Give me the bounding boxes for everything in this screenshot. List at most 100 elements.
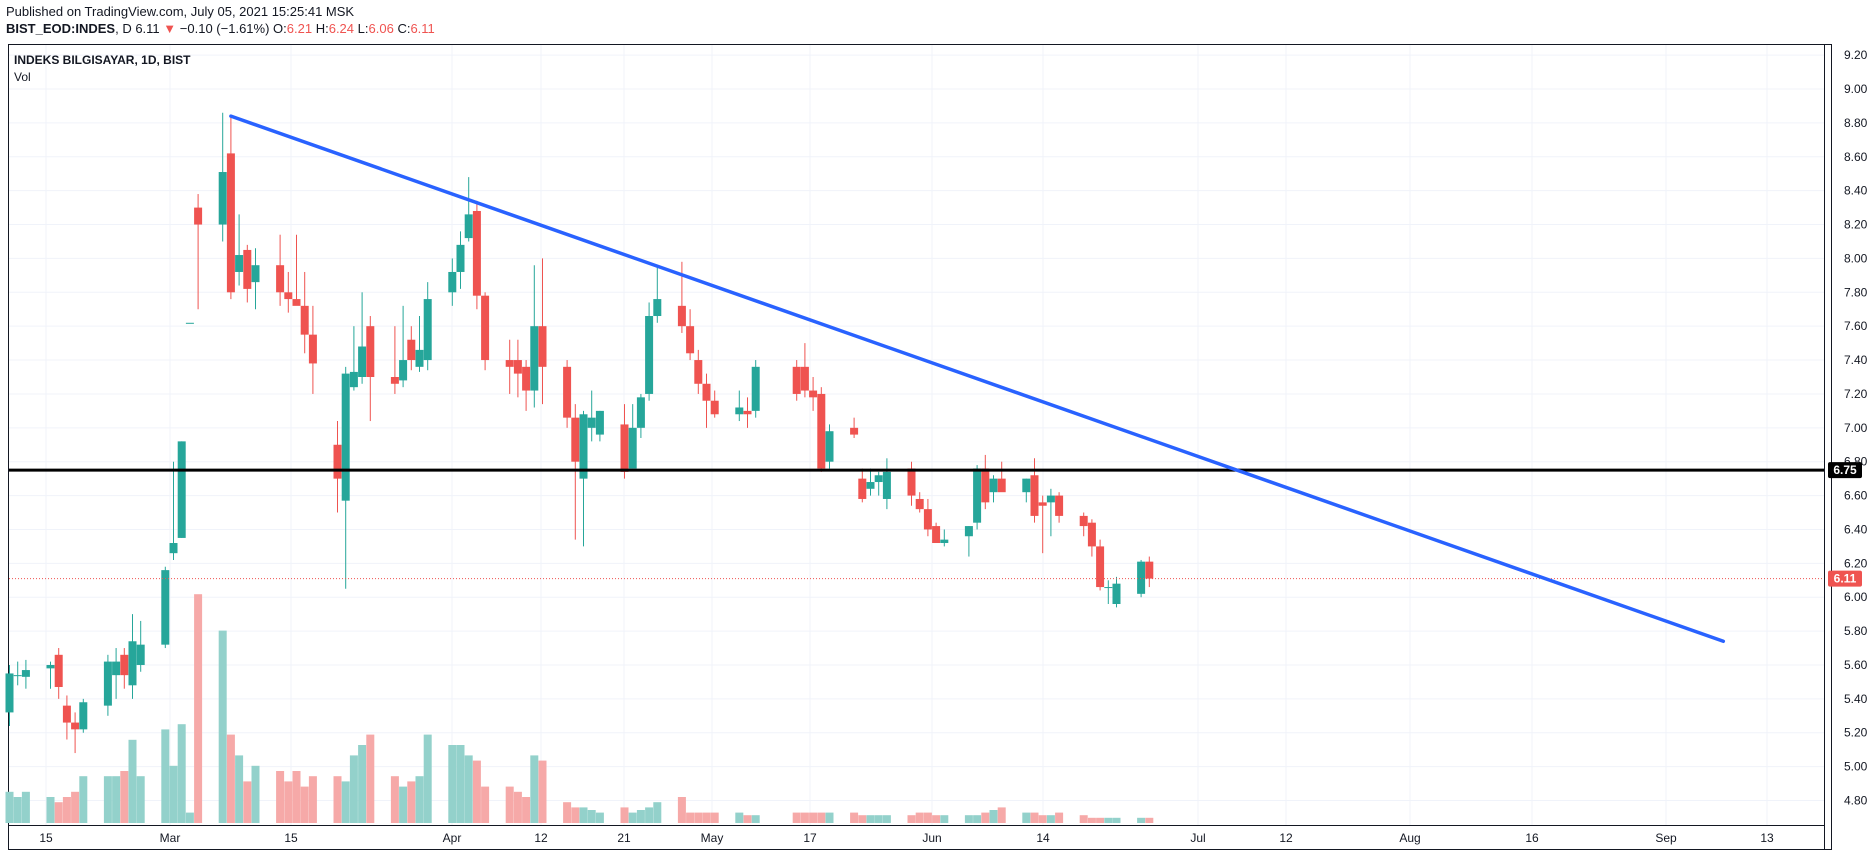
volume-bar [169,765,178,823]
x-tick-label: Jun [922,831,941,845]
volume-legend[interactable]: Vol [14,70,31,84]
volume-bar [481,786,490,823]
volume-bar [981,812,990,823]
volume-bar [636,810,645,823]
volume-bar [522,797,531,823]
volume-bar [587,810,596,823]
volume-bar [1145,817,1154,823]
volume-bar [1046,815,1055,823]
volume-bar [653,802,662,823]
candle-body [169,543,178,554]
volume-bar [645,807,654,823]
candle-body [62,705,71,723]
candle-body [103,661,112,706]
candle-body [694,360,703,384]
candle-body [464,214,473,239]
volume-bar [997,807,1006,823]
y-tick-label: 6.40 [1844,522,1868,536]
candle-body [185,322,194,324]
candle-body [587,417,596,428]
volume-bar [235,755,244,823]
chart-legend-title[interactable]: INDEKS BILGISAYAR, 1D, BIST [14,53,191,67]
volume-bar [1079,815,1088,823]
volume-bar [513,791,522,823]
interval-label: D [122,21,132,36]
candle-body [54,654,63,688]
y-tick-label: 8.00 [1844,251,1868,265]
candle-body [505,360,514,367]
volume-bar [677,797,686,823]
candle-body [46,664,55,669]
candle-body [251,265,260,283]
candle-body [636,397,645,428]
x-tick-label: 16 [1525,831,1539,845]
candle-body [1096,546,1105,588]
candle-body [5,673,14,713]
volume-bar [538,760,547,823]
volume-bar [858,815,867,823]
x-tick-label: 21 [617,831,631,845]
candle-body [128,641,137,686]
y-tick-label: 8.40 [1844,184,1868,198]
volume-bar [62,797,71,823]
y-tick-label: 9.00 [1844,82,1868,96]
volume-bar [571,807,580,823]
volume-bar [358,745,367,823]
volume-bar [1104,817,1113,823]
candle-body [120,654,129,676]
candle-body [1030,475,1039,516]
volume-bar [940,815,949,823]
x-tick-label: May [701,831,724,845]
candle-body [882,471,891,499]
volume-bar [1038,815,1047,823]
chart-frame[interactable] [8,44,1832,850]
candle-body [235,255,244,272]
candle-body [973,468,982,523]
volume-bar [932,815,941,823]
candle-body [735,407,744,415]
candle-body [358,346,367,377]
volume-bar [735,812,744,823]
symbol-name[interactable]: BIST_EOD:INDES [6,21,116,36]
candle-body [817,393,826,469]
volume-bar [563,802,572,823]
open-value: 6.21 [286,21,313,36]
candle-body [964,526,973,537]
x-tick-label: Apr [443,831,462,845]
candle-body [923,509,932,530]
candle-body [423,299,432,361]
candle-body [792,366,801,394]
close-value: 6.11 [410,21,435,36]
candle-body [136,644,145,665]
volume-bar [112,776,121,823]
candle-body [874,475,883,483]
y-tick-label: 8.60 [1844,150,1868,164]
candle-body [743,410,752,415]
support-price-tag-bg [1828,462,1862,479]
candle-body [595,410,604,435]
volume-bar [989,810,998,823]
volume-bar [456,745,465,823]
candle-body [858,478,867,499]
volume-bar [341,781,350,823]
candle-body [308,334,317,364]
candle-body [989,478,998,493]
candle-body [333,444,342,479]
volume-bar [423,734,432,823]
volume-bar [1137,817,1146,823]
volume-bar [177,724,186,823]
y-tick-label: 6.20 [1844,556,1868,570]
volume-bar [595,812,604,823]
candle-body [456,244,465,272]
candle-body [809,390,818,398]
y-tick-label: 6.00 [1844,590,1868,604]
volume-bar [792,812,801,823]
last-price-tag: 6.11 [1834,572,1857,586]
close-label: C: [397,21,411,36]
y-tick-label: 7.00 [1844,421,1868,435]
volume-bar [194,594,203,823]
y-tick-label: 5.20 [1844,726,1868,740]
volume-bar [1096,817,1105,823]
candle-body [243,249,252,289]
